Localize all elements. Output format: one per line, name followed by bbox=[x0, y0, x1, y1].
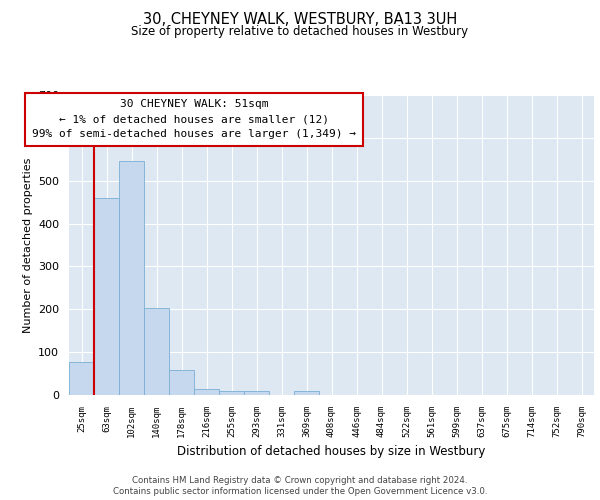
Text: Contains public sector information licensed under the Open Government Licence v3: Contains public sector information licen… bbox=[113, 488, 487, 496]
Y-axis label: Number of detached properties: Number of detached properties bbox=[23, 158, 32, 332]
Bar bbox=[69, 362, 94, 395]
Bar bbox=[144, 308, 169, 395]
Bar bbox=[169, 370, 194, 395]
X-axis label: Distribution of detached houses by size in Westbury: Distribution of detached houses by size … bbox=[178, 446, 485, 458]
Text: 30, CHEYNEY WALK, WESTBURY, BA13 3UH: 30, CHEYNEY WALK, WESTBURY, BA13 3UH bbox=[143, 12, 457, 28]
Bar bbox=[294, 390, 319, 395]
Text: 30 CHEYNEY WALK: 51sqm
← 1% of detached houses are smaller (12)
99% of semi-deta: 30 CHEYNEY WALK: 51sqm ← 1% of detached … bbox=[32, 100, 356, 139]
Text: Contains HM Land Registry data © Crown copyright and database right 2024.: Contains HM Land Registry data © Crown c… bbox=[132, 476, 468, 485]
Bar bbox=[119, 160, 144, 395]
Text: Size of property relative to detached houses in Westbury: Size of property relative to detached ho… bbox=[131, 25, 469, 38]
Bar bbox=[194, 388, 219, 395]
Bar bbox=[244, 390, 269, 395]
Bar bbox=[219, 390, 244, 395]
Bar bbox=[94, 198, 119, 395]
